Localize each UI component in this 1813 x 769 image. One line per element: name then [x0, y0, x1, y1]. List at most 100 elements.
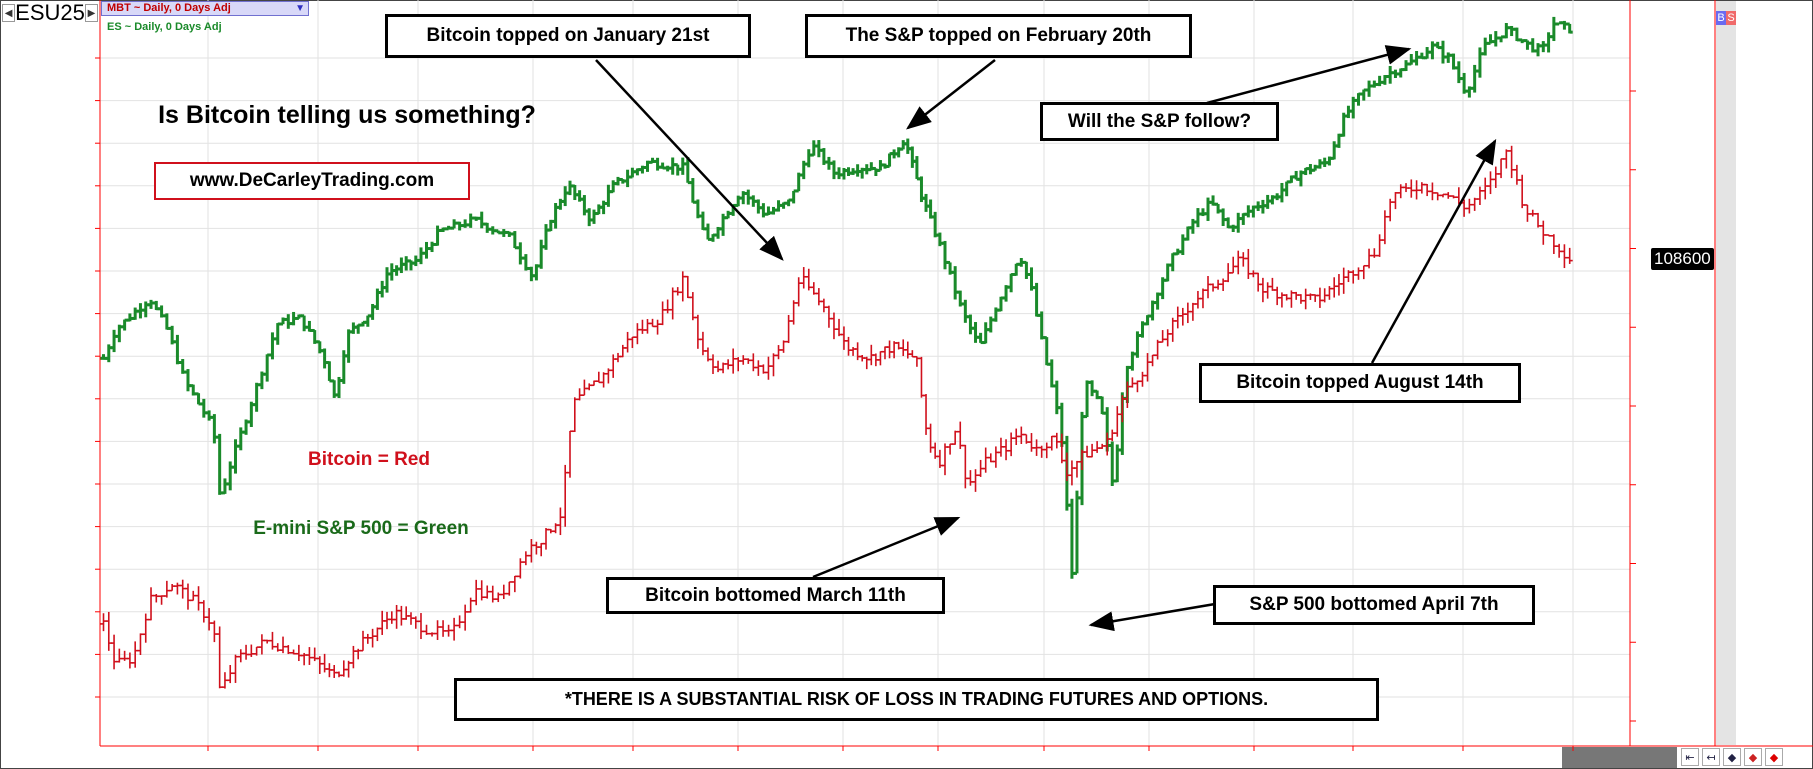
btc-bar	[1508, 145, 1515, 179]
btc-bar	[1316, 287, 1323, 308]
btc-bar	[735, 357, 742, 372]
btc-bar	[1189, 302, 1196, 321]
symbol-label: ESU25	[15, 0, 85, 25]
es-bar	[913, 156, 920, 181]
btc-bar	[295, 644, 302, 662]
btc-bar	[522, 551, 529, 566]
es-bar	[1350, 96, 1357, 119]
btc-bar	[927, 423, 934, 453]
es-bar	[810, 140, 817, 157]
es-bar	[221, 478, 228, 495]
btc-bar	[664, 299, 671, 314]
sell-button[interactable]: S	[1726, 11, 1736, 25]
jump-to-start-icon[interactable]: ⇤	[1681, 748, 1699, 766]
es-bar	[169, 325, 176, 345]
es-bar	[586, 208, 593, 227]
es-bar	[567, 180, 573, 196]
jump-back-icon[interactable]: ↤	[1702, 748, 1720, 766]
btc-bar	[1149, 354, 1156, 367]
chevron-down-icon[interactable]: ▼	[295, 3, 305, 14]
annotation-will-follow: Will the S&P follow?	[1040, 102, 1279, 141]
es-bar	[679, 157, 686, 175]
btc-bar	[1556, 243, 1563, 258]
prev-symbol-button[interactable]: ◀	[2, 4, 16, 22]
btc-bar	[1392, 192, 1399, 210]
es-bar	[467, 213, 474, 228]
es-bar	[982, 322, 989, 345]
btc-bar	[755, 360, 762, 376]
es-bar	[1461, 72, 1468, 94]
btc-bar	[967, 470, 974, 486]
legend-bitcoin: Bitcoin = Red	[308, 448, 430, 470]
btc-bar	[900, 339, 907, 357]
btc-bar	[557, 507, 564, 536]
btc-bar	[1129, 377, 1136, 388]
btc-bar	[340, 660, 347, 677]
es-bar	[473, 216, 480, 221]
es-bar	[506, 230, 513, 237]
es-bar	[845, 167, 852, 176]
scroll-left-icon[interactable]: ◆	[1723, 748, 1741, 766]
es-bar	[886, 152, 893, 168]
arrow-btc-bottom	[812, 516, 961, 579]
btc-bar	[451, 617, 458, 641]
next-symbol-button[interactable]: ▶	[84, 4, 98, 22]
symbol-selector[interactable]: ◀ ESU25 ▶	[2, 0, 98, 25]
btc-bar	[1439, 193, 1446, 198]
es-bar	[1179, 234, 1186, 255]
btc-bar	[1264, 282, 1271, 299]
btc-bar	[264, 639, 271, 644]
es-bar	[417, 247, 424, 265]
secondary-series-legend: ES ~ Daily, 0 Days Adj	[107, 21, 222, 33]
btc-bar	[770, 353, 777, 377]
primary-series-legend[interactable]: MBT ~ Daily, 0 Days Adj ▼	[101, 1, 309, 16]
es-bar	[142, 301, 149, 318]
es-bar	[1535, 43, 1542, 57]
es-bar	[1556, 21, 1563, 26]
es-bar	[1283, 180, 1290, 197]
es-bar	[1482, 37, 1489, 56]
scroll-right-icon[interactable]: ◆	[1765, 748, 1783, 766]
es-bar	[1381, 75, 1388, 85]
btc-bar	[1471, 197, 1478, 211]
es-bar	[206, 410, 213, 421]
current-month-highlight	[1562, 747, 1677, 768]
annotation-btc-top-aug: Bitcoin topped August 14th	[1199, 363, 1521, 403]
btc-bar	[1008, 432, 1015, 457]
btc-bar	[285, 645, 292, 655]
btc-bar	[1366, 248, 1373, 269]
btc-bar	[840, 326, 847, 350]
es-bar	[163, 313, 170, 330]
btc-bar	[1293, 291, 1300, 300]
btc-bar	[500, 584, 507, 600]
btc-bar	[1159, 330, 1166, 343]
es-bar	[227, 461, 234, 491]
btc-bar	[1084, 445, 1091, 458]
es-bar	[274, 322, 281, 345]
es-bar	[500, 229, 507, 237]
es-bar	[153, 300, 160, 311]
scroll-mid-icon[interactable]: ◆	[1744, 748, 1762, 766]
annotation-btc-top-jan: Bitcoin topped on January 21st	[385, 14, 751, 58]
es-bar	[269, 332, 276, 360]
btc-bar	[1360, 264, 1367, 280]
btc-bar	[142, 613, 149, 643]
btc-bar	[1466, 198, 1473, 214]
btc-bar	[403, 606, 410, 620]
side-scrollbar[interactable]: B S	[1716, 1, 1736, 745]
btc-bar	[863, 356, 870, 370]
es-bar	[184, 369, 191, 392]
btc-bar	[982, 447, 989, 473]
es-bar	[321, 348, 328, 369]
btc-bar	[1144, 353, 1151, 382]
buy-button[interactable]: B	[1716, 11, 1726, 25]
es-bar	[489, 226, 496, 235]
es-bar	[456, 221, 463, 231]
btc-bar	[350, 645, 357, 669]
btc-bar	[881, 346, 888, 360]
es-bar	[962, 299, 969, 323]
btc-bar	[1376, 234, 1383, 257]
btc-bar	[511, 575, 518, 593]
btc-bar	[785, 314, 792, 344]
es-bar	[100, 354, 107, 360]
